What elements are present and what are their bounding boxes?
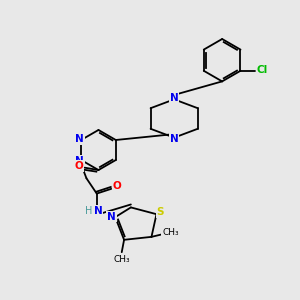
Text: N: N [75, 134, 84, 144]
Text: N: N [75, 156, 84, 166]
Text: CH₃: CH₃ [162, 228, 178, 237]
Text: O: O [113, 181, 122, 191]
Text: CH₃: CH₃ [113, 255, 130, 264]
Text: H: H [85, 206, 92, 216]
Text: Cl: Cl [256, 65, 268, 75]
Text: O: O [74, 161, 83, 171]
Text: N: N [107, 212, 116, 221]
Text: N: N [170, 134, 178, 144]
Text: N: N [170, 93, 178, 103]
Text: S: S [157, 207, 164, 217]
Text: N: N [94, 206, 103, 216]
